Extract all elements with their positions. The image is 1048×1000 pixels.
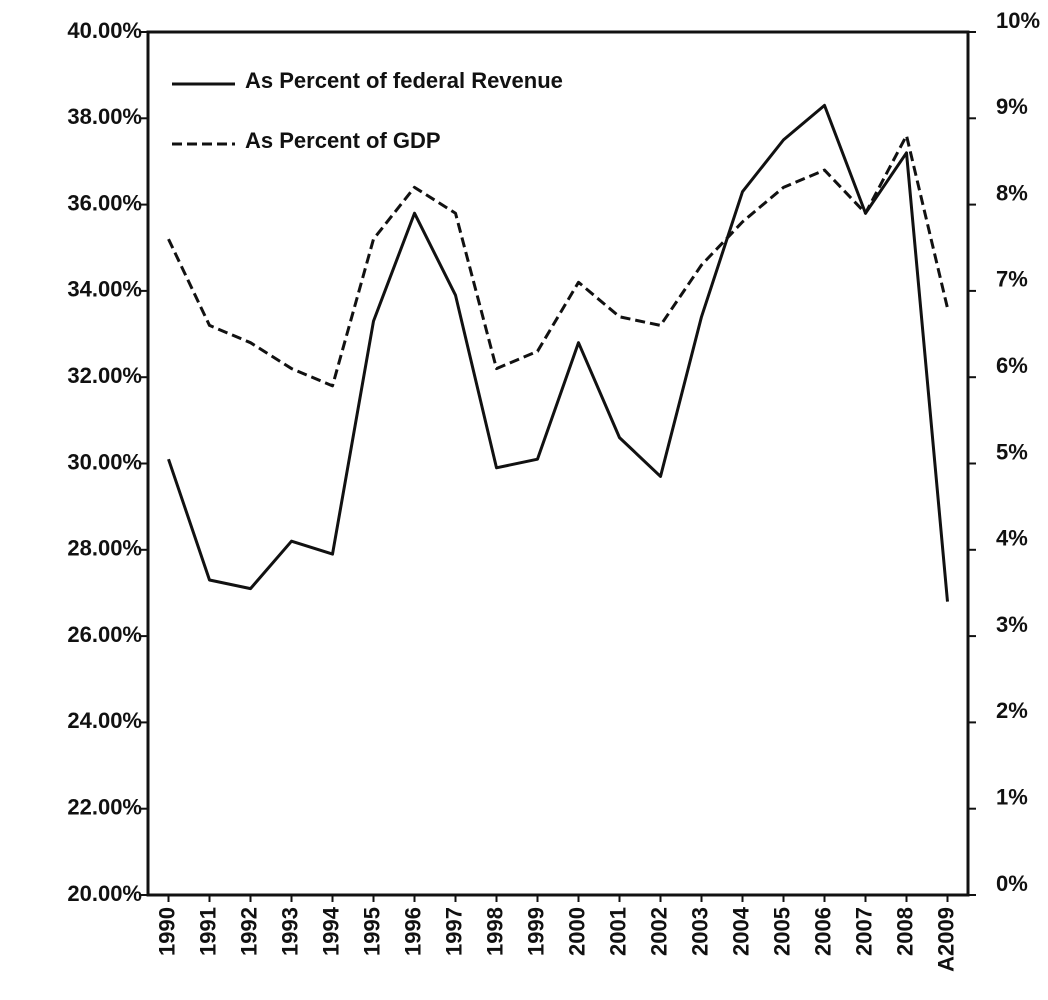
x-tick-label: 1990 bbox=[154, 907, 179, 956]
x-tick-label: 1993 bbox=[277, 907, 302, 956]
x-tick-label: 2007 bbox=[851, 907, 876, 956]
x-tick-label: 2008 bbox=[892, 907, 917, 956]
y-tick-label: 30.00% bbox=[67, 449, 142, 474]
y2-tick-label: 10% bbox=[996, 8, 1040, 33]
x-tick-label: 1994 bbox=[318, 906, 343, 956]
x-tick-label: 1998 bbox=[482, 907, 507, 956]
y-tick-label: 40.00% bbox=[67, 18, 142, 43]
x-tick-label: 2005 bbox=[769, 907, 794, 956]
y-tick-label: 26.00% bbox=[67, 622, 142, 647]
y-tick-label: 24.00% bbox=[67, 708, 142, 733]
y2-tick-label: 4% bbox=[996, 526, 1028, 551]
legend-label: As Percent of GDP bbox=[245, 128, 441, 153]
x-tick-label: 2003 bbox=[687, 907, 712, 956]
x-tick-label: 1996 bbox=[400, 907, 425, 956]
y2-tick-label: 1% bbox=[996, 785, 1028, 810]
x-tick-label: 2001 bbox=[605, 907, 630, 956]
y2-tick-label: 9% bbox=[996, 94, 1028, 119]
x-tick-label: A2009 bbox=[933, 907, 958, 972]
y2-tick-label: 8% bbox=[996, 180, 1028, 205]
y2-tick-label: 7% bbox=[996, 267, 1028, 292]
x-tick-label: 1995 bbox=[359, 907, 384, 956]
y-tick-label: 28.00% bbox=[67, 536, 142, 561]
legend-label: As Percent of federal Revenue bbox=[245, 68, 563, 93]
series-line bbox=[167, 103, 949, 602]
y2-tick-label: 3% bbox=[996, 612, 1028, 637]
x-tick-label: 1997 bbox=[441, 907, 466, 956]
y2-tick-label: 0% bbox=[996, 871, 1028, 896]
y-tick-label: 32.00% bbox=[67, 363, 142, 388]
x-tick-label: 1999 bbox=[523, 907, 548, 956]
x-tick-label: 2006 bbox=[810, 907, 835, 956]
series-line bbox=[167, 134, 949, 388]
x-tick-label: 1991 bbox=[195, 907, 220, 956]
y2-tick-label: 5% bbox=[996, 439, 1028, 464]
x-tick-label: 2004 bbox=[728, 906, 753, 956]
y-tick-label: 22.00% bbox=[67, 795, 142, 820]
y-tick-label: 36.00% bbox=[67, 190, 142, 215]
y-tick-label: 20.00% bbox=[67, 881, 142, 906]
y-tick-label: 38.00% bbox=[67, 104, 142, 129]
x-tick-label: 2000 bbox=[564, 907, 589, 956]
x-tick-label: 1992 bbox=[236, 907, 261, 956]
y2-tick-label: 6% bbox=[996, 353, 1028, 378]
y2-tick-label: 2% bbox=[996, 698, 1028, 723]
y-tick-label: 34.00% bbox=[67, 277, 142, 302]
x-tick-label: 2002 bbox=[646, 907, 671, 956]
